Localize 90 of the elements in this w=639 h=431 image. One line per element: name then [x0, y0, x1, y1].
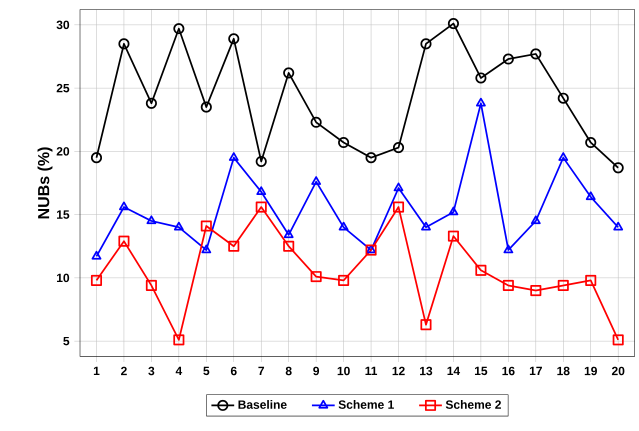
point — [558, 92, 569, 104]
x-tick-label: 17 — [530, 366, 542, 375]
point — [613, 222, 624, 230]
x-tick-label: 9 — [313, 366, 320, 376]
point — [256, 201, 267, 213]
x-tick-label: 1 — [94, 366, 100, 375]
x-tick-label: 3 — [148, 366, 154, 376]
y-tick-label: 30 — [56, 20, 70, 30]
x-tick-label: 5 — [203, 366, 210, 376]
point — [146, 98, 157, 109]
point — [366, 152, 377, 164]
point — [228, 240, 240, 252]
point — [118, 38, 130, 50]
x-tick-label: 14 — [448, 366, 460, 375]
x-tick-label: 16 — [502, 366, 515, 376]
point — [146, 215, 156, 224]
x-tick-label: 7 — [258, 366, 264, 375]
y-tick-label: 5 — [63, 336, 70, 346]
y-tick-label: 20 — [56, 147, 70, 156]
point — [228, 33, 240, 44]
point — [338, 222, 349, 230]
x-tick-label: 13 — [420, 366, 432, 376]
x-tick-label: 11 — [365, 366, 378, 375]
point — [530, 284, 542, 296]
point — [475, 72, 486, 84]
x-tick-label: 6 — [230, 366, 237, 376]
point — [200, 220, 212, 232]
point — [174, 222, 184, 230]
point — [310, 271, 322, 282]
x-tick-label: 10 — [338, 366, 350, 376]
point — [90, 152, 102, 164]
y-tick-label: 25 — [56, 84, 70, 92]
x-tick-label: 20 — [612, 366, 624, 376]
point — [476, 98, 486, 106]
point — [503, 244, 514, 254]
x-tick-label: 12 — [392, 366, 405, 376]
point — [558, 280, 569, 292]
point — [366, 244, 376, 254]
point — [448, 230, 459, 242]
point — [502, 53, 514, 65]
point — [612, 334, 624, 346]
point — [310, 116, 322, 128]
point — [283, 67, 294, 78]
point — [146, 280, 157, 292]
x-tick-label: 4 — [176, 366, 182, 375]
point — [256, 186, 266, 196]
point — [338, 136, 350, 148]
point — [558, 152, 568, 161]
x-tick-label: 19 — [584, 366, 597, 376]
point — [421, 222, 431, 230]
point — [392, 201, 404, 213]
point — [90, 274, 102, 286]
point — [256, 156, 267, 168]
x-tick-label: 15 — [474, 366, 488, 376]
point — [366, 244, 377, 256]
point — [200, 102, 212, 113]
y-axis-title: NUBs (%) — [38, 147, 52, 218]
point — [448, 18, 459, 30]
point — [475, 264, 486, 276]
point — [311, 176, 322, 185]
point — [530, 215, 541, 224]
point — [585, 136, 596, 148]
point — [612, 162, 624, 174]
point — [392, 142, 404, 154]
legend-label: Scheme 1 — [338, 400, 394, 409]
point — [420, 38, 432, 50]
point — [228, 152, 239, 161]
point — [119, 201, 129, 210]
point — [284, 229, 294, 238]
x-tick-label: 8 — [286, 366, 292, 376]
point — [118, 236, 130, 247]
point — [448, 206, 458, 216]
y-tick-label: 15 — [57, 210, 70, 219]
point — [585, 274, 596, 286]
point — [283, 240, 294, 252]
point — [173, 334, 184, 346]
point — [338, 274, 350, 286]
point — [502, 280, 514, 292]
point — [394, 182, 404, 192]
point — [530, 48, 542, 60]
point — [201, 244, 212, 254]
y-tick-label: 10 — [57, 274, 70, 282]
x-tick-label: 2 — [121, 366, 127, 376]
x-tick-label: 18 — [557, 366, 570, 376]
legend-label: Scheme 2 — [446, 400, 501, 409]
point — [173, 23, 184, 34]
point — [586, 191, 596, 200]
point — [420, 319, 432, 330]
point — [92, 250, 102, 260]
legend-label: Baseline — [238, 400, 287, 409]
